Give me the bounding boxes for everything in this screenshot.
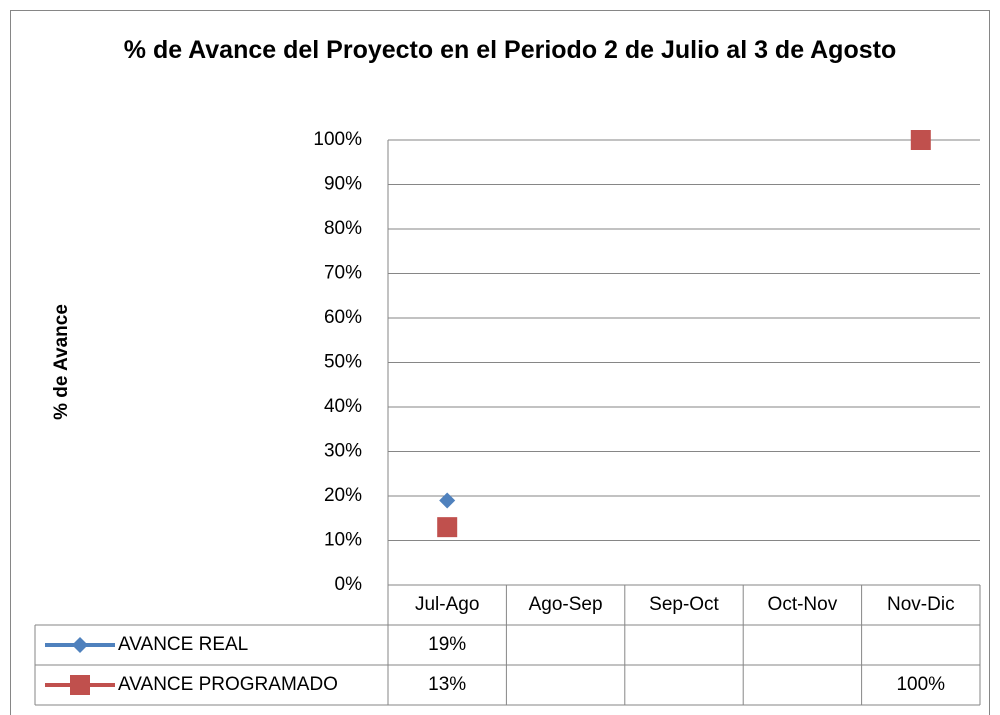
x-tick-label: Jul-Ago [415, 594, 479, 615]
x-tick-label: Ago-Sep [529, 594, 603, 615]
y-tick-label: 100% [313, 129, 362, 150]
y-tick-label: 20% [324, 485, 362, 506]
marker [910, 130, 931, 150]
table-value: 13% [428, 674, 466, 695]
table-value: 100% [896, 674, 945, 695]
y-tick-label: 0% [335, 574, 363, 595]
marker [437, 517, 458, 538]
y-axis-title: % de Avance [51, 304, 72, 420]
x-tick-label: Nov-Dic [887, 594, 955, 615]
y-tick-label: 40% [324, 396, 362, 417]
legend-marker [70, 675, 90, 695]
y-tick-label: 60% [324, 307, 362, 328]
marker [439, 492, 456, 509]
y-tick-label: 30% [324, 441, 362, 462]
chart-title: % de Avance del Proyecto en el Periodo 2… [123, 36, 897, 64]
table-value: 19% [428, 634, 466, 655]
y-tick-label: 50% [324, 352, 362, 373]
legend-marker [72, 637, 88, 653]
y-tick-label: 90% [324, 174, 362, 195]
x-tick-label: Oct-Nov [768, 594, 838, 615]
x-tick-label: Sep-Oct [649, 594, 719, 615]
y-tick-label: 80% [324, 218, 362, 239]
legend-label: AVANCE REAL [118, 634, 248, 655]
y-tick-label: 10% [324, 530, 362, 551]
y-tick-label: 70% [324, 263, 362, 284]
legend-label: AVANCE PROGRAMADO [118, 674, 338, 695]
